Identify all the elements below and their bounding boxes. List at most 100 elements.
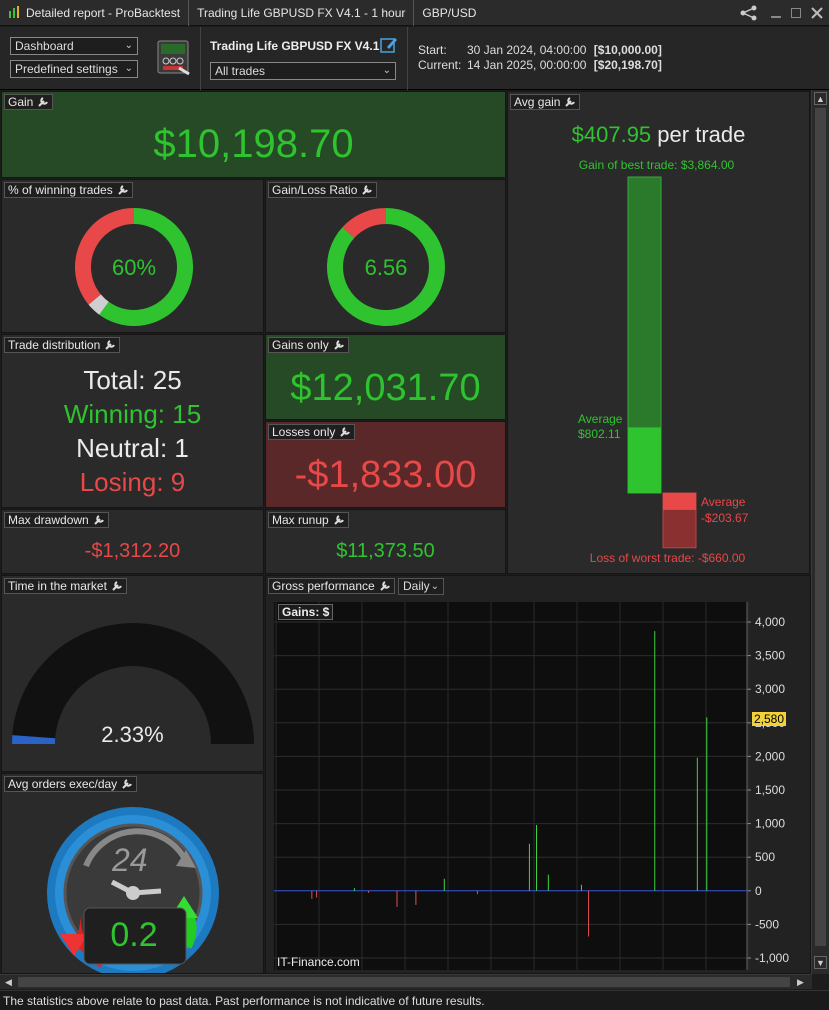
worst-trade-label: Loss of worst trade: -$660.00 bbox=[589, 551, 746, 565]
losing-row: Losing: 9 bbox=[2, 467, 263, 498]
watermark: IT-Finance.com bbox=[277, 955, 360, 969]
start-label: Start: bbox=[418, 43, 447, 57]
wrench-icon[interactable] bbox=[117, 184, 129, 196]
wrench-icon[interactable] bbox=[111, 580, 123, 592]
chevron-down-icon: ⌄ bbox=[124, 40, 133, 51]
wrench-icon[interactable] bbox=[104, 339, 116, 351]
losing-label: Losing: bbox=[79, 467, 164, 497]
period-select[interactable]: Daily ⌄ bbox=[398, 578, 444, 595]
scroll-up-icon[interactable]: ▲ bbox=[814, 92, 827, 105]
donut-slice-loss bbox=[342, 208, 386, 238]
time-in-market-gauge bbox=[12, 623, 254, 744]
scroll-left-icon[interactable]: ◀ bbox=[5, 977, 12, 987]
max-drawdown-title-text: Max drawdown bbox=[8, 513, 89, 527]
max-runup-value: $11,373.50 bbox=[336, 540, 435, 562]
max-drawdown-value: -$1,312.20 bbox=[84, 540, 181, 562]
time-in-market-title[interactable]: Time in the market bbox=[4, 578, 127, 594]
gross-performance-title[interactable]: Gross performance bbox=[268, 578, 395, 594]
wrench-icon[interactable] bbox=[564, 96, 576, 108]
max-runup-panel: Max runup $11,373.50 bbox=[265, 509, 506, 574]
gain-loss-donut bbox=[327, 208, 445, 326]
period-select-value: Daily bbox=[403, 579, 430, 593]
max-runup-title[interactable]: Max runup bbox=[268, 512, 349, 528]
scroll-right-icon[interactable]: ▶ bbox=[797, 977, 804, 987]
gain-loss-title[interactable]: Gain/Loss Ratio bbox=[268, 182, 378, 198]
y-tick-label: -500 bbox=[755, 917, 779, 931]
instrument-title: GBP/USD bbox=[422, 5, 477, 20]
gains-only-panel: Gains only $12,031.70 bbox=[265, 334, 506, 420]
trade-distribution-panel: Trade distribution Total: 25 Winning: 15… bbox=[1, 334, 264, 508]
trade-distribution-title[interactable]: Trade distribution bbox=[4, 337, 121, 353]
avg-orders-title[interactable]: Avg orders exec/day bbox=[4, 776, 138, 792]
avg-gain-title-text: Avg gain bbox=[514, 95, 561, 109]
scroll-thumb[interactable] bbox=[18, 977, 790, 987]
winning-trades-panel: % of winning trades 60% bbox=[1, 179, 264, 333]
avg-gain-title[interactable]: Avg gain bbox=[510, 94, 581, 110]
gauge-track bbox=[12, 623, 254, 744]
total-value: 25 bbox=[152, 365, 182, 395]
settings-select[interactable]: Predefined settings ⌄ bbox=[10, 60, 138, 78]
wrench-icon[interactable] bbox=[333, 514, 345, 526]
trades-select[interactable]: All trades ⌄ bbox=[210, 62, 396, 80]
report-settings-icon[interactable] bbox=[157, 40, 191, 76]
gain-title-text: Gain bbox=[8, 95, 34, 109]
window-controls bbox=[739, 0, 823, 26]
y-tick-label: 2,000 bbox=[755, 749, 785, 763]
gross-performance-title-text: Gross performance bbox=[272, 579, 375, 593]
scroll-thumb[interactable] bbox=[815, 108, 826, 946]
start-value: [$10,000.00] bbox=[593, 43, 662, 57]
gains-axis-label: Gains: $ bbox=[278, 604, 334, 620]
avg-gain-headline: $407.95 per trade bbox=[508, 122, 809, 148]
winning-trades-title[interactable]: % of winning trades bbox=[4, 182, 133, 198]
wrench-icon[interactable] bbox=[361, 184, 373, 196]
neutral-row: Neutral: 1 bbox=[2, 433, 263, 464]
winning-row: Winning: 15 bbox=[2, 399, 263, 430]
trade-distribution-title-text: Trade distribution bbox=[8, 338, 101, 352]
max-drawdown-title[interactable]: Max drawdown bbox=[4, 512, 109, 528]
gross-performance-chart: 4,0003,5003,0002,5002,0001,5001,0005000-… bbox=[274, 602, 789, 970]
max-drawdown-panel: Max drawdown -$1,312.20 bbox=[1, 509, 264, 574]
y-tick-label: 3,000 bbox=[755, 682, 785, 696]
minimize-icon[interactable] bbox=[771, 16, 781, 18]
wrench-icon[interactable] bbox=[121, 778, 133, 790]
prorealtime-logo-icon bbox=[9, 5, 19, 18]
vertical-scrollbar[interactable]: ▲ ▼ bbox=[811, 90, 829, 974]
last-value-badge: 2,580 bbox=[752, 712, 787, 726]
toolbar: Dashboard ⌄ Predefined settings ⌄ Trading … bbox=[0, 27, 829, 90]
chevron-down-icon: ⌄ bbox=[430, 581, 439, 592]
wrench-icon[interactable] bbox=[333, 339, 345, 351]
avg-orders-panel: Avg orders exec/day 24 0.2 bbox=[1, 773, 264, 974]
gauge-fill bbox=[12, 735, 56, 744]
share-icon[interactable] bbox=[739, 5, 759, 21]
horizontal-scrollbar[interactable]: ◀ ▶ bbox=[0, 974, 812, 989]
neutral-value: 1 bbox=[174, 433, 189, 463]
wrench-icon[interactable] bbox=[93, 514, 105, 526]
losses-only-title[interactable]: Losses only bbox=[268, 424, 356, 440]
winning-label: Winning: bbox=[63, 399, 165, 429]
maximize-icon[interactable] bbox=[791, 8, 801, 18]
avg-gain-bar-chart bbox=[627, 176, 697, 549]
title-bar: Detailed report - ProBacktest Trading Li… bbox=[0, 0, 829, 26]
strategy-title: Trading Life GBPUSD FX V4.1 - 1 hour bbox=[189, 0, 415, 26]
avg-loss-label-2: -$203.67 bbox=[701, 511, 749, 525]
avg-win-label-1: Average bbox=[578, 412, 623, 426]
time-in-market-title-text: Time in the market bbox=[8, 579, 107, 593]
wrench-icon[interactable] bbox=[379, 580, 391, 592]
wrench-icon[interactable] bbox=[339, 426, 351, 438]
wrench-icon[interactable] bbox=[37, 96, 49, 108]
edit-icon[interactable] bbox=[380, 36, 398, 54]
gain-title[interactable]: Gain bbox=[4, 94, 54, 110]
avg-gain-per-trade: per trade bbox=[657, 122, 746, 147]
start-date: 30 Jan 2024, 04:00:00 bbox=[467, 43, 587, 57]
y-tick-label: 4,000 bbox=[755, 615, 785, 629]
gain-panel: Gain $10,198.70 bbox=[1, 91, 506, 178]
losses-only-title-text: Losses only bbox=[272, 425, 336, 439]
gains-only-title[interactable]: Gains only bbox=[268, 337, 349, 353]
scroll-down-icon[interactable]: ▼ bbox=[814, 956, 827, 969]
view-select[interactable]: Dashboard ⌄ bbox=[10, 37, 138, 55]
gain-value: $10,198.70 bbox=[153, 122, 354, 166]
close-icon[interactable] bbox=[811, 7, 823, 19]
donut-slice-losing bbox=[75, 208, 134, 305]
avg-orders-title-text: Avg orders exec/day bbox=[8, 777, 118, 791]
neutral-label: Neutral: bbox=[76, 433, 168, 463]
